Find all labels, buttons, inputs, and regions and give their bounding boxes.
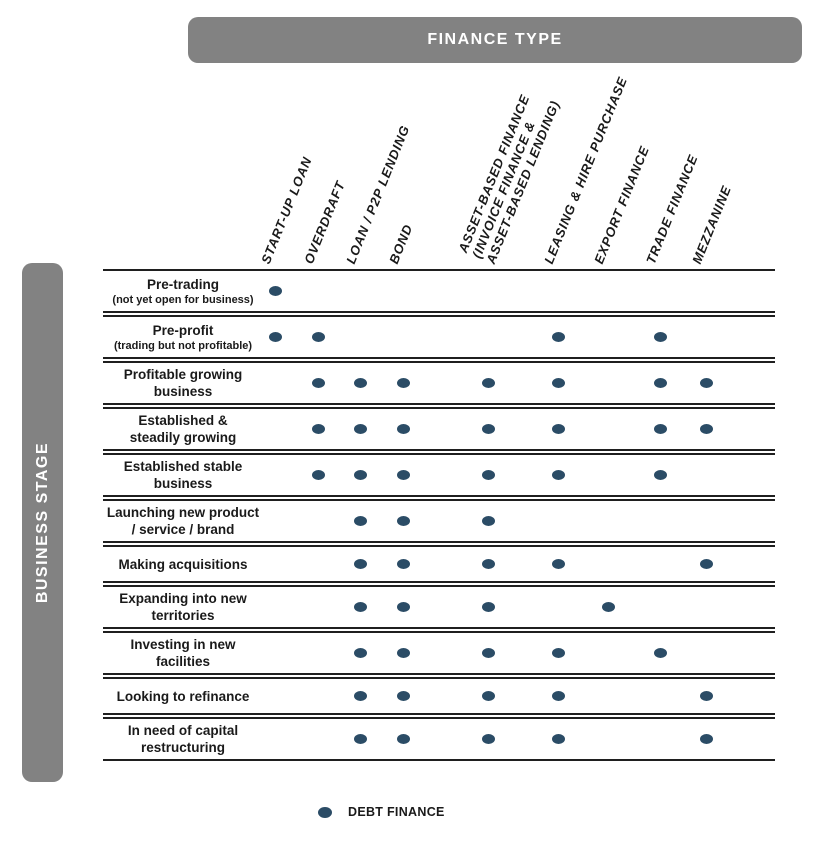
debt-finance-dot: [552, 734, 565, 744]
row-label: Pre-trading (not yet open for business): [112, 276, 254, 306]
debt-finance-dot: [397, 559, 410, 569]
debt-finance-dot: [482, 378, 495, 388]
debt-finance-dot: [397, 691, 410, 701]
matrix-row: In need of capital restructuring: [103, 717, 775, 761]
debt-finance-dot: [482, 470, 495, 480]
matrix-row: Established stable business: [103, 453, 775, 497]
debt-finance-dot: [354, 424, 367, 434]
column-header-label: OVERDRAFT: [301, 178, 349, 266]
debt-finance-dot: [552, 648, 565, 658]
row-label: Making acquisitions: [118, 556, 248, 572]
debt-finance-dot: [552, 470, 565, 480]
debt-finance-dot: [602, 602, 615, 612]
debt-finance-dot: [700, 378, 713, 388]
legend: DEBT FINANCE: [318, 805, 445, 819]
debt-finance-dot: [397, 424, 410, 434]
debt-finance-dot: [552, 424, 565, 434]
matrix-row: Investing in new facilities: [103, 631, 775, 675]
debt-finance-dot: [354, 691, 367, 701]
column-header-label: BOND: [386, 221, 416, 266]
legend-label: DEBT FINANCE: [348, 805, 445, 819]
matrix-row: Looking to refinance: [103, 677, 775, 715]
debt-finance-dot: [397, 516, 410, 526]
debt-finance-dot: [482, 734, 495, 744]
debt-finance-dot: [700, 734, 713, 744]
row-label: Established & steadily growing: [129, 413, 237, 445]
debt-finance-dot: [354, 516, 367, 526]
debt-finance-dot: [482, 602, 495, 612]
row-label: Established stable business: [123, 459, 243, 491]
finance-type-title: FINANCE TYPE: [427, 31, 563, 48]
matrix-row: Pre-trading (not yet open for business): [103, 269, 775, 313]
debt-finance-dot: [654, 424, 667, 434]
finance-type-header-bar: FINANCE TYPE: [188, 17, 802, 63]
debt-finance-dot: [354, 602, 367, 612]
debt-finance-dot: [269, 332, 282, 342]
debt-finance-dot: [552, 691, 565, 701]
debt-finance-dot: [354, 559, 367, 569]
row-label: In need of capital restructuring: [127, 723, 239, 755]
debt-finance-dot: [312, 332, 325, 342]
matrix-row: Launching new product / service / brand: [103, 499, 775, 543]
debt-finance-dot: [482, 691, 495, 701]
debt-finance-dot: [700, 424, 713, 434]
debt-finance-dot: [312, 378, 325, 388]
row-label: Expanding into new territories: [119, 591, 247, 623]
debt-finance-dot: [397, 378, 410, 388]
business-stage-title: BUSINESS STAGE: [33, 441, 51, 604]
debt-finance-dot: [397, 470, 410, 480]
debt-finance-dot: [397, 602, 410, 612]
debt-finance-dot: [654, 648, 667, 658]
debt-finance-dot: [654, 470, 667, 480]
finance-matrix-table: Pre-trading (not yet open for business) Pr…: [103, 269, 775, 763]
debt-finance-dot: [269, 286, 282, 296]
debt-finance-dot: [354, 470, 367, 480]
debt-finance-dot-icon: [318, 806, 332, 818]
row-label: Investing in new facilities: [130, 637, 236, 669]
column-header-label: MEZZANINE: [689, 183, 735, 266]
debt-finance-dot: [552, 332, 565, 342]
debt-finance-dot: [654, 378, 667, 388]
debt-finance-dot: [354, 734, 367, 744]
debt-finance-dot: [482, 424, 495, 434]
debt-finance-dot: [700, 559, 713, 569]
debt-finance-dot: [397, 734, 410, 744]
row-label: Looking to refinance: [116, 688, 250, 704]
column-header-label: EXPORT FINANCE: [591, 143, 653, 266]
matrix-row: Established & steadily growing: [103, 407, 775, 451]
debt-finance-dot: [482, 559, 495, 569]
matrix-row: Pre-profit (trading but not profitable): [103, 315, 775, 359]
debt-finance-dot: [354, 648, 367, 658]
debt-finance-dot: [397, 648, 410, 658]
debt-finance-dot: [700, 691, 713, 701]
debt-finance-dot: [482, 516, 495, 526]
debt-finance-dot: [654, 332, 667, 342]
debt-finance-dot: [312, 470, 325, 480]
column-header-label: TRADE FINANCE: [643, 152, 701, 266]
debt-finance-dot: [552, 559, 565, 569]
business-stage-header-bar: BUSINESS STAGE: [22, 263, 63, 782]
debt-finance-dot: [312, 424, 325, 434]
row-label: Launching new product / service / brand: [106, 505, 260, 537]
debt-finance-dot: [482, 648, 495, 658]
row-label: Profitable growing business: [123, 367, 243, 399]
debt-finance-dot: [552, 378, 565, 388]
matrix-row: Making acquisitions: [103, 545, 775, 583]
column-header-label: ASSET-BASED FINANCE (INVOICE FINANCE & ASS…: [455, 92, 563, 266]
matrix-row: Profitable growing business: [103, 361, 775, 405]
debt-finance-dot: [354, 378, 367, 388]
matrix-row: Expanding into new territories: [103, 585, 775, 629]
row-label: Pre-profit (trading but not profitable): [113, 322, 253, 352]
